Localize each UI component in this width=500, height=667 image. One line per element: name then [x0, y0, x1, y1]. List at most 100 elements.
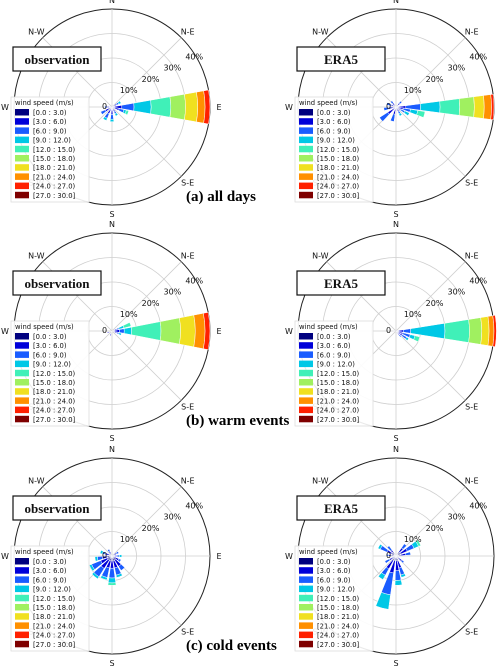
legend-item-label: [24.0 : 27.0) — [33, 632, 76, 640]
direction-label-se: S-E — [465, 403, 478, 412]
legend-item-label: [9.0 : 12.0) — [33, 361, 71, 369]
wind-sector — [109, 332, 112, 337]
wind-sector — [439, 98, 460, 116]
legend-item-label: [0.0 : 3.0) — [33, 333, 67, 341]
wind-sector — [394, 579, 403, 586]
radial-tick-label: 0 — [386, 102, 391, 111]
radial-tick-label: 40% — [469, 502, 487, 511]
legend-item-label: [12.0 : 15.0) — [33, 370, 76, 378]
wind-sector — [179, 314, 196, 348]
legend-item-label: [0.0 : 3.0) — [317, 558, 351, 566]
legend-swatch — [15, 145, 29, 153]
direction-label-e: E — [216, 103, 221, 112]
panel-label: ERA5 — [324, 52, 358, 67]
grid-spoke — [111, 106, 182, 177]
legend-item-label: [27.0 : 30.0] — [33, 641, 76, 649]
direction-label-w: W — [1, 552, 9, 561]
legend-swatch — [15, 613, 29, 620]
caption-all-days: (a) all days — [186, 189, 256, 205]
legend-item-label: [12.0 : 15.0) — [317, 146, 360, 154]
legend-swatch — [299, 594, 313, 602]
radial-tick-label: 10% — [404, 535, 422, 544]
direction-label-ne: N-E — [465, 27, 479, 36]
legend-item-label: [21.0 : 24.0) — [317, 397, 360, 405]
legend-item-label: [6.0 : 9.0) — [33, 127, 67, 135]
legend-swatch — [299, 622, 313, 629]
radial-tick-label: 20% — [426, 524, 444, 533]
legend-item-label: [18.0 : 21.0) — [317, 164, 360, 172]
legend-item-label: [3.0 : 6.0) — [33, 118, 67, 126]
legend-item-label: [27.0 : 30.0] — [33, 416, 76, 424]
direction-label-se: S-E — [181, 628, 194, 637]
legend-swatch — [15, 604, 29, 611]
legend-item-label: [6.0 : 9.0) — [317, 576, 351, 584]
radial-tick-label: 0 — [386, 326, 391, 335]
direction-label-n: N — [393, 0, 399, 5]
direction-label-nw: N-W — [28, 27, 45, 36]
radial-tick-label: 20% — [426, 75, 444, 84]
legend-item-label: [12.0 : 15.0) — [33, 595, 76, 603]
legend-swatch — [299, 118, 313, 125]
legend-item-label: [15.0 : 18.0) — [33, 604, 76, 612]
legend-swatch — [299, 127, 313, 134]
wind-sector — [409, 109, 419, 116]
legend-swatch — [15, 379, 29, 386]
wind-sector — [203, 89, 211, 125]
wind-sector — [110, 114, 114, 120]
wind-sector — [184, 91, 198, 123]
legend-swatch — [15, 155, 29, 162]
legend-swatch — [15, 360, 29, 368]
legend-item-label: [9.0 : 12.0) — [33, 586, 71, 594]
legend-item-label: [12.0 : 15.0) — [317, 595, 360, 603]
legend-swatch — [299, 369, 313, 377]
wind-sector — [402, 328, 411, 334]
legend-swatch — [299, 613, 313, 620]
direction-label-ne: N-E — [465, 476, 479, 485]
speed-legend: wind speed (m/s) [0.0 : 3.0)[3.0 : 6.0)[6… — [294, 545, 374, 652]
legend-item-label: [15.0 : 18.0) — [317, 155, 360, 163]
wind-sector — [114, 555, 118, 557]
radial-tick-label: 30% — [163, 288, 181, 297]
radial-tick-label: 10% — [120, 86, 138, 95]
legend-title: wind speed (m/s) — [15, 99, 74, 107]
legend-swatch — [299, 342, 313, 349]
wind-sector — [490, 93, 495, 121]
wind-sector — [116, 554, 120, 558]
direction-label-s: S — [109, 434, 114, 443]
wind-sector — [386, 102, 392, 107]
legend-swatch — [299, 191, 313, 199]
wind-sector — [468, 317, 482, 345]
wind-sector — [117, 558, 122, 563]
wind-sector — [398, 112, 403, 117]
direction-label-nw: N-W — [312, 476, 329, 485]
radial-tick-label: 0 — [102, 102, 107, 111]
legend-title: wind speed (m/s) — [299, 99, 358, 107]
wind-sector — [122, 322, 132, 329]
radial-tick-label: 30% — [447, 513, 465, 522]
legend-swatch — [15, 576, 29, 583]
radial-tick-label: 30% — [447, 288, 465, 297]
legend-item-label: [24.0 : 27.0) — [317, 407, 360, 415]
legend-swatch — [15, 369, 29, 377]
legend-item-label: [27.0 : 30.0] — [317, 641, 360, 649]
legend-swatch — [299, 109, 313, 116]
wind-sector — [94, 556, 99, 562]
direction-label-s: S — [109, 659, 114, 667]
panel-label-box — [12, 270, 102, 296]
radial-tick-label: 20% — [426, 299, 444, 308]
wind-sector — [107, 582, 117, 586]
legend-item-label: [0.0 : 3.0) — [317, 109, 351, 117]
grid-spoke — [395, 555, 466, 626]
legend-item-label: [12.0 : 15.0) — [33, 146, 76, 154]
wind-sector — [492, 314, 497, 348]
wind-sector — [109, 118, 115, 122]
wind-sector — [480, 316, 490, 346]
wind-sector — [109, 106, 113, 108]
legend-item-label: [15.0 : 18.0) — [317, 379, 360, 387]
wind-sector — [169, 93, 186, 121]
legend-swatch — [15, 109, 29, 116]
radial-tick-label: 10% — [404, 310, 422, 319]
radial-tick-label: 0 — [386, 551, 391, 560]
wind-sector — [473, 95, 485, 119]
legend-swatch — [299, 136, 313, 144]
